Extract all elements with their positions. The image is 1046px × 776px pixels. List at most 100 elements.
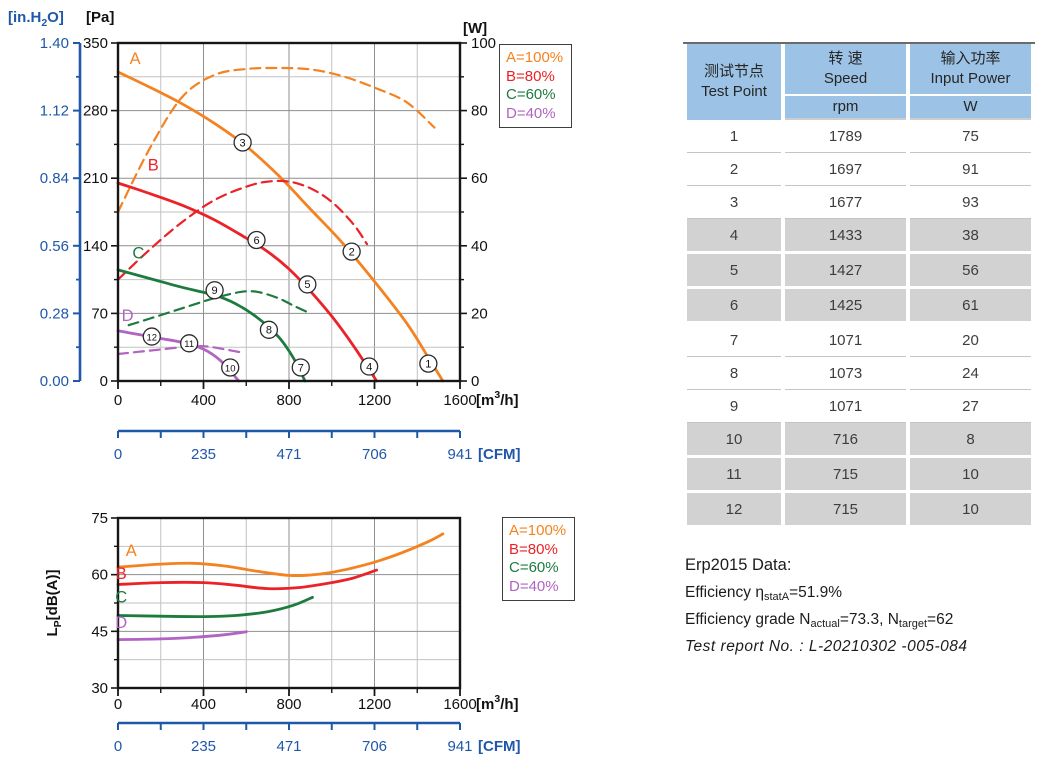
header-test-point: 测试节点 Test Point: [687, 44, 781, 120]
series-D-noise: [116, 630, 248, 641]
svg-text:[m3/h]: [m3/h]: [476, 693, 519, 713]
legend-item: D=40%: [506, 104, 556, 122]
svg-text:0: 0: [114, 696, 122, 713]
svg-text:5: 5: [304, 279, 310, 291]
point-marker-7: [291, 358, 310, 377]
cell-point: 8: [687, 357, 781, 390]
svg-text:350: 350: [83, 35, 108, 52]
svg-text:0.56: 0.56: [40, 238, 69, 255]
test-point-table: 测试节点 Test Point 转 速 Speed 输入功率 Input Pow…: [683, 42, 1035, 528]
svg-text:800: 800: [276, 696, 301, 713]
svg-text:1600: 1600: [443, 392, 476, 409]
cell-point: 10: [687, 423, 781, 458]
point-marker-1: [419, 354, 438, 373]
legend-item: A=100%: [509, 522, 567, 539]
cell-power: 75: [910, 120, 1031, 153]
legend-item: A=100%: [506, 49, 564, 66]
svg-text:80: 80: [471, 103, 488, 120]
curve-label-C: C: [115, 589, 127, 607]
svg-text:210: 210: [83, 170, 108, 187]
series-C-pressure: [116, 268, 307, 383]
cell-speed: 715: [785, 493, 906, 528]
point-marker-6: [247, 230, 266, 250]
series-A-noise: [116, 532, 445, 578]
point-marker-5: [298, 275, 317, 294]
svg-text:60: 60: [471, 170, 488, 187]
svg-text:706: 706: [362, 446, 387, 463]
svg-text:0.28: 0.28: [40, 305, 69, 322]
svg-text:400: 400: [191, 392, 216, 409]
header-input-power-zh: 输入功率: [940, 50, 1001, 67]
charts-canvas: 350280210140700[Pa]100806040200[W]1.401.…: [8, 9, 520, 755]
header-test-point-zh: 测试节点: [703, 63, 764, 80]
svg-text:1200: 1200: [358, 392, 391, 409]
svg-text:800: 800: [276, 392, 301, 409]
svg-text:75: 75: [91, 510, 108, 527]
cell-speed: 1071: [785, 390, 906, 423]
curve-label-C: C: [132, 244, 144, 262]
svg-text:[in.H2O]: [in.H2O]: [8, 9, 64, 29]
cell-point: 4: [687, 219, 781, 254]
svg-text:10: 10: [225, 363, 236, 374]
table-row: 1 1789 75: [687, 120, 1031, 153]
table-row: 12 715 10: [687, 493, 1031, 528]
curve-label-B: B: [116, 565, 127, 583]
header-input-power: 输入功率 Input Power: [910, 44, 1031, 94]
cell-speed: 1789: [785, 120, 906, 153]
legend-item: B=80%: [509, 540, 558, 558]
cell-speed: 1677: [785, 186, 906, 219]
svg-text:6: 6: [253, 235, 259, 247]
point-marker-12: [142, 327, 161, 346]
svg-text:1: 1: [425, 358, 431, 370]
svg-text:[W]: [W]: [463, 20, 487, 37]
svg-text:941: 941: [447, 446, 472, 463]
series-B-noise: [116, 568, 378, 591]
cell-power: 91: [910, 153, 1031, 186]
erp-data-block: Erp2015 Data: Efficiency ηstatA=51.9% Ef…: [685, 556, 1045, 656]
erp-grade-line: Efficiency grade Nactual=73.3, Ntarget=6…: [685, 611, 954, 630]
series-A-power: [116, 66, 436, 214]
legend-item: C=60%: [506, 86, 556, 103]
svg-text:[m3/h]: [m3/h]: [476, 389, 519, 409]
series-D-pressure: [116, 329, 241, 383]
cell-speed: 1697: [785, 153, 906, 186]
svg-text:3: 3: [240, 137, 246, 149]
point-marker-3: [233, 133, 252, 152]
svg-text:100: 100: [471, 35, 496, 52]
cell-power: 10: [910, 458, 1031, 493]
legend-top-chart: A=100% B=80% C=60% D=40%: [499, 44, 573, 128]
cell-speed: 715: [785, 458, 906, 493]
header-speed-zh: 转 速: [828, 50, 863, 67]
svg-text:0: 0: [471, 373, 479, 390]
erp-title: Erp2015 Data:: [685, 556, 792, 574]
point-marker-11: [180, 334, 199, 353]
table-row: 9 1071 27: [687, 390, 1031, 423]
curve-label-D: D: [122, 307, 134, 325]
cell-point: 3: [687, 186, 781, 219]
cell-point: 6: [687, 289, 781, 324]
cell-point: 9: [687, 390, 781, 423]
cell-power: 61: [910, 289, 1031, 324]
svg-text:400: 400: [191, 696, 216, 713]
svg-text:941: 941: [447, 738, 472, 755]
table-row: 10 716 8: [687, 423, 1031, 458]
svg-text:1.40: 1.40: [40, 35, 69, 52]
point-marker-8: [259, 320, 279, 339]
svg-text:1200: 1200: [358, 696, 391, 713]
svg-text:0: 0: [100, 373, 108, 390]
series-C-power: [127, 290, 312, 327]
svg-text:4: 4: [366, 361, 372, 373]
cell-point: 1: [687, 120, 781, 153]
table-row: 7 1071 20: [687, 324, 1031, 357]
header-speed-en: Speed: [823, 70, 868, 87]
cell-point: 7: [687, 324, 781, 357]
legend-item: B=80%: [506, 67, 555, 85]
point-marker-4: [360, 357, 379, 376]
cell-speed: 1073: [785, 357, 906, 390]
cell-power: 24: [910, 357, 1031, 390]
header-input-power-en: Input Power: [930, 70, 1011, 87]
curve-label-A: A: [126, 542, 137, 560]
svg-text:8: 8: [266, 325, 272, 337]
curve-label-D: D: [115, 614, 127, 632]
cell-power: 10: [910, 493, 1031, 528]
